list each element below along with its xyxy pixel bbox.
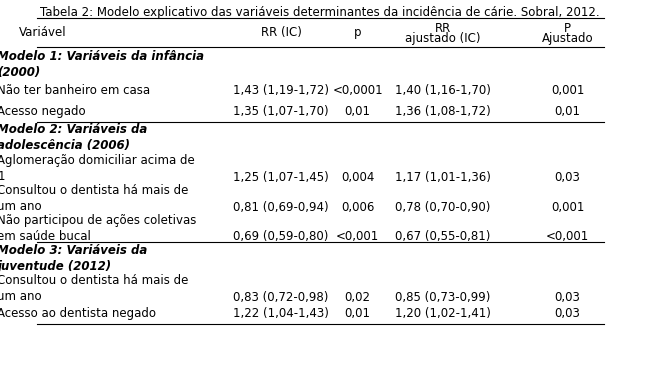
Text: <0,0001: <0,0001 [332,84,383,97]
Text: 0,01: 0,01 [345,307,370,320]
Text: 0,03: 0,03 [555,171,580,184]
Text: 0,03: 0,03 [555,291,580,304]
Text: Ajustado: Ajustado [542,32,594,45]
Text: Modelo 2: Variáveis da
adolescência (2006): Modelo 2: Variáveis da adolescência (200… [0,123,147,152]
Text: 0,67 (0,55-0,81): 0,67 (0,55-0,81) [395,230,490,243]
Text: Não ter banheiro em casa: Não ter banheiro em casa [0,84,151,97]
Text: 1,25 (1,07-1,45): 1,25 (1,07-1,45) [233,171,329,184]
Text: 0,004: 0,004 [341,171,374,184]
Text: 0,01: 0,01 [345,105,370,118]
Text: 0,02: 0,02 [345,291,370,304]
Text: <0,001: <0,001 [336,230,379,243]
Text: ajustado (IC): ajustado (IC) [405,32,480,45]
Text: Modelo 1: Variáveis da infância
(2000): Modelo 1: Variáveis da infância (2000) [0,51,205,79]
Text: 1,17 (1,01-1,36): 1,17 (1,01-1,36) [395,171,491,184]
Text: 0,78 (0,70-0,90): 0,78 (0,70-0,90) [395,201,490,214]
Text: Consultou o dentista há mais de
um ano: Consultou o dentista há mais de um ano [0,274,189,303]
Text: 0,85 (0,73-0,99): 0,85 (0,73-0,99) [395,291,490,304]
Text: 1,35 (1,07-1,70): 1,35 (1,07-1,70) [233,105,329,118]
Text: 0,69 (0,59-0,80): 0,69 (0,59-0,80) [234,230,329,243]
Text: 0,006: 0,006 [341,201,374,214]
Text: Acesso ao dentista negado: Acesso ao dentista negado [0,307,157,320]
Text: 1,40 (1,16-1,70): 1,40 (1,16-1,70) [395,84,491,97]
Text: Tabela 2: Modelo explicativo das variáveis determinantes da incidência de cárie.: Tabela 2: Modelo explicativo das variáve… [40,6,599,19]
Text: <0,001: <0,001 [546,230,589,243]
Text: 1,36 (1,08-1,72): 1,36 (1,08-1,72) [395,105,491,118]
Text: Modelo 3: Variáveis da
juventude (2012): Modelo 3: Variáveis da juventude (2012) [0,244,147,273]
Text: RR (IC): RR (IC) [261,26,301,39]
Text: p: p [354,26,361,39]
Text: 0,83 (0,72-0,98): 0,83 (0,72-0,98) [234,291,329,304]
Text: 0,001: 0,001 [551,201,584,214]
Text: 1,43 (1,19-1,72): 1,43 (1,19-1,72) [233,84,329,97]
Text: 0,03: 0,03 [555,307,580,320]
Text: 0,01: 0,01 [555,105,580,118]
Text: 0,81 (0,69-0,94): 0,81 (0,69-0,94) [233,201,329,214]
Text: RR: RR [434,23,451,36]
Text: 0,001: 0,001 [551,84,584,97]
Text: Consultou o dentista há mais de
um ano: Consultou o dentista há mais de um ano [0,184,189,213]
Text: 1,20 (1,02-1,41): 1,20 (1,02-1,41) [395,307,491,320]
Text: 1,22 (1,04-1,43): 1,22 (1,04-1,43) [233,307,329,320]
Text: Variável: Variável [19,26,66,39]
Text: Aglomeração domiciliar acima de
1: Aglomeração domiciliar acima de 1 [0,154,195,183]
Text: Não participou de ações coletivas
em saúde bucal: Não participou de ações coletivas em saú… [0,214,197,242]
Text: Acesso negado: Acesso negado [0,105,86,118]
Text: P: P [564,23,571,36]
